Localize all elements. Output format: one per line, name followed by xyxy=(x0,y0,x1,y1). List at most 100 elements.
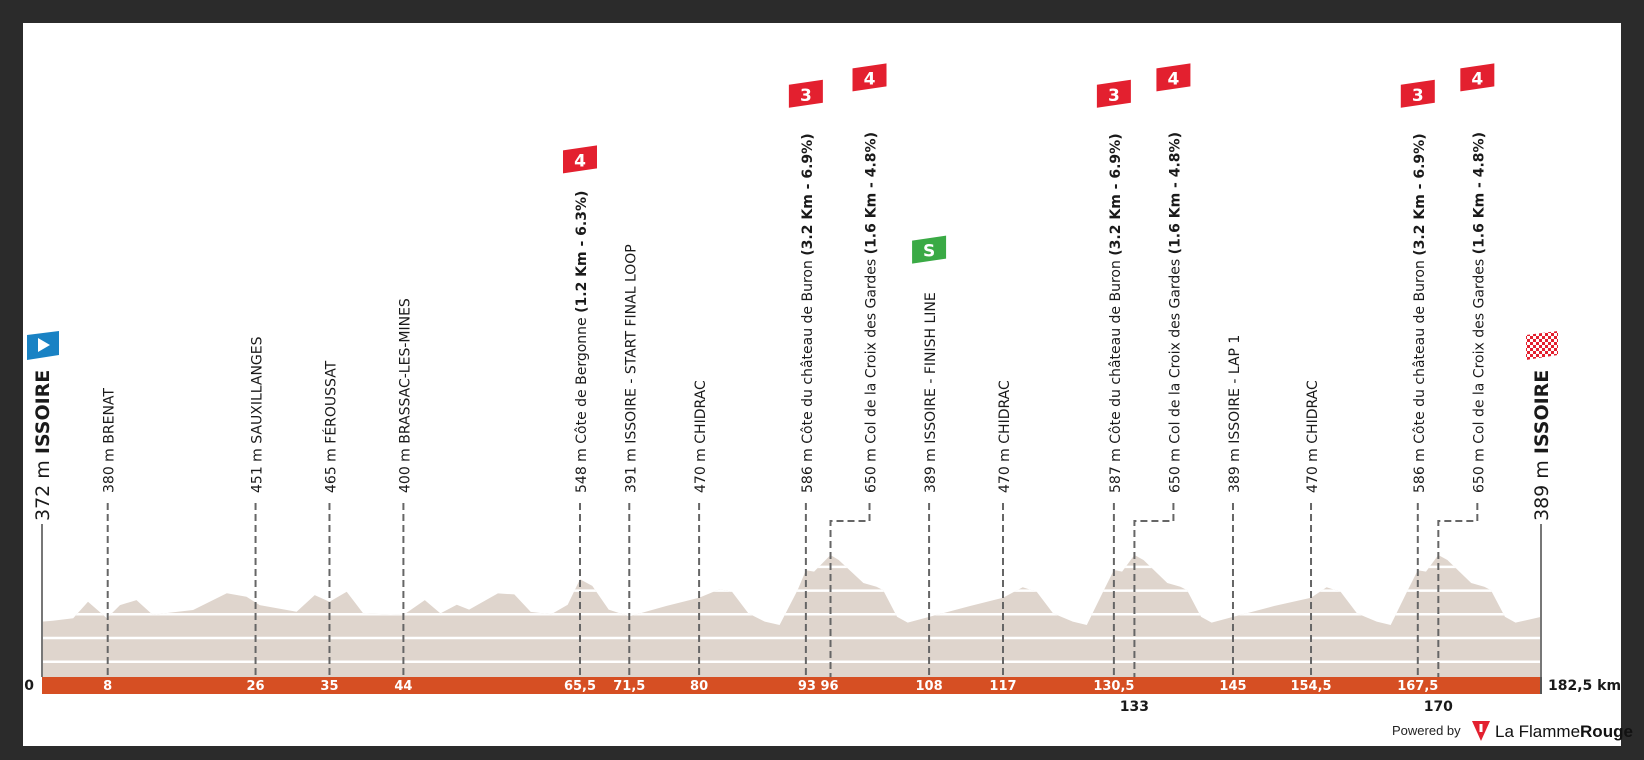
marker-label: 380 m BRENAT xyxy=(102,388,118,493)
marker-elevation: 470 m xyxy=(997,448,1013,493)
marker-name: SAUXILLANGES xyxy=(250,336,266,443)
km-tick-label: 80 xyxy=(690,679,708,694)
climb-detail: (1.6 Km - 4.8%) xyxy=(1471,132,1487,254)
kom-category-badge-icon: 3 xyxy=(1400,79,1435,108)
km-tick-label-below: 170 xyxy=(1424,699,1453,715)
marker-label: 586 m Côte du château de Buron (3.2 Km -… xyxy=(800,133,816,493)
marker-label: 389 m ISSOIRE xyxy=(1531,370,1553,521)
powered-by-text: Powered by xyxy=(1392,723,1461,738)
marker-label: 451 m SAUXILLANGES xyxy=(250,336,266,493)
km-tick-label: 8 xyxy=(103,679,112,694)
climb-detail: (1.6 Km - 4.8%) xyxy=(864,132,880,254)
marker-name: Col de la Croix des Gardes xyxy=(1471,259,1487,444)
marker-name: CHIDRAC xyxy=(997,380,1013,444)
km-tick-label: 93 96 xyxy=(798,679,839,694)
marker-label: 586 m Côte du château de Buron (3.2 Km -… xyxy=(1412,133,1428,493)
climb-detail: (3.2 Km - 6.9%) xyxy=(800,133,816,255)
km-tick-label: 154,5 xyxy=(1290,679,1331,694)
marker-label: 389 m ISSOIRE - FINISH LINE xyxy=(923,292,939,493)
marker-elevation: 372 m xyxy=(32,460,54,521)
climb-detail: (1.6 Km - 4.8%) xyxy=(1167,132,1183,254)
marker-elevation: 470 m xyxy=(693,448,709,493)
marker-elevation: 380 m xyxy=(102,448,118,493)
badge-label: 3 xyxy=(1108,86,1120,106)
marker-elevation: 389 m xyxy=(1227,448,1243,493)
marker-name: Côte du château de Buron xyxy=(1108,260,1124,444)
km-tick-label: 65,5 xyxy=(564,679,596,694)
marker-name: ISSOIRE xyxy=(1531,370,1553,454)
marker-elevation: 389 m xyxy=(1531,460,1553,521)
marker-name: CHIDRAC xyxy=(693,380,709,444)
marker-elevation: 650 m xyxy=(1471,448,1487,493)
marker-name: Côte de Bergonne xyxy=(574,317,590,443)
marker-elevation: 391 m xyxy=(623,448,639,493)
marker-name: Côte du château de Buron xyxy=(1412,260,1428,444)
marker-dashed-line xyxy=(1133,503,1175,677)
distance-bar xyxy=(42,677,1541,694)
marker-label: 400 m BRASSAC-LES-MINES xyxy=(397,298,413,493)
brand-name: La FlammeRouge xyxy=(1495,722,1633,741)
kom-category-badge-icon: 3 xyxy=(788,79,823,108)
marker-name: CHIDRAC xyxy=(1305,380,1321,444)
climb-detail: (1.2 Km - 6.3%) xyxy=(574,191,590,313)
marker-elevation: 586 m xyxy=(800,448,816,493)
badge-label: 4 xyxy=(1471,69,1483,89)
sprint-badge-icon: S xyxy=(912,235,947,264)
marker-label: 470 m CHIDRAC xyxy=(693,380,709,493)
marker-name: FÉROUSSAT xyxy=(322,360,339,443)
marker-elevation: 451 m xyxy=(250,448,266,493)
badge-label: S xyxy=(923,242,935,262)
marker-name: ISSOIRE - START FINAL LOOP xyxy=(623,244,639,443)
kom-category-badge-icon: 4 xyxy=(852,63,887,92)
kom-category-badge-icon: 4 xyxy=(1156,63,1191,92)
marker-label: 587 m Côte du château de Buron (3.2 Km -… xyxy=(1108,133,1124,493)
marker-name: BRENAT xyxy=(102,388,118,444)
badge-label: 4 xyxy=(574,151,586,171)
km-tick-label: 117 xyxy=(989,679,1016,694)
marker-label: 650 m Col de la Croix des Gardes (1.6 Km… xyxy=(864,132,880,493)
marker-name: ISSOIRE - FINISH LINE xyxy=(923,292,939,443)
marker-label: 470 m CHIDRAC xyxy=(1305,380,1321,493)
marker-name: Col de la Croix des Gardes xyxy=(1167,259,1183,444)
marker-name: ISSOIRE xyxy=(32,370,54,454)
badge-label: 4 xyxy=(864,69,876,89)
marker-label: 548 m Côte de Bergonne (1.2 Km - 6.3%) xyxy=(574,191,590,493)
marker-label: 389 m ISSOIRE - LAP 1 xyxy=(1227,335,1243,493)
start-flag-icon xyxy=(27,331,59,360)
badge-label: 3 xyxy=(800,86,812,106)
marker-dashed-line xyxy=(1437,503,1479,677)
marker-label: 650 m Col de la Croix des Gardes (1.6 Km… xyxy=(1167,132,1183,493)
marker-elevation: 548 m xyxy=(574,448,590,493)
footer: Powered by La FlammeRouge xyxy=(1392,721,1633,741)
badge-label: 3 xyxy=(1412,86,1424,106)
km-tick-label: 26 xyxy=(247,679,265,694)
km-tick-label: 145 xyxy=(1219,679,1246,694)
marker-label: 391 m ISSOIRE - START FINAL LOOP xyxy=(623,244,639,493)
marker-name: ISSOIRE - LAP 1 xyxy=(1227,335,1243,444)
marker-elevation: 650 m xyxy=(1167,448,1183,493)
km-tick-label: 44 xyxy=(394,679,412,694)
brand-bold: Rouge xyxy=(1580,722,1633,741)
climb-detail: (3.2 Km - 6.9%) xyxy=(1412,133,1428,255)
kom-category-badge-icon: 3 xyxy=(1096,79,1131,108)
km-end-label: 182,5 km xyxy=(1548,678,1621,694)
km-start-label: 0 xyxy=(24,678,34,694)
checkered-flag-icon xyxy=(1526,331,1558,360)
km-tick-label: 35 xyxy=(320,679,338,694)
la-flamme-rouge-logo-icon xyxy=(1472,721,1490,741)
kom-category-badge-icon: 4 xyxy=(1460,63,1495,92)
elevation-profile-area xyxy=(42,555,1541,677)
marker-dashed-line xyxy=(829,503,871,677)
marker-elevation: 470 m xyxy=(1305,448,1321,493)
marker-label: 372 m ISSOIRE xyxy=(32,370,54,521)
km-tick-label-below: 133 xyxy=(1120,699,1149,715)
badge-label: 4 xyxy=(1168,69,1180,89)
marker-elevation: 586 m xyxy=(1412,448,1428,493)
marker-label: 650 m Col de la Croix des Gardes (1.6 Km… xyxy=(1471,132,1487,493)
marker-label: 470 m CHIDRAC xyxy=(997,380,1013,493)
marker-label: 465 m FÉROUSSAT xyxy=(322,360,339,493)
marker-name: Col de la Croix des Gardes xyxy=(864,259,880,444)
km-tick-label: 130,5 xyxy=(1093,679,1134,694)
climb-detail: (3.2 Km - 6.9%) xyxy=(1108,133,1124,255)
